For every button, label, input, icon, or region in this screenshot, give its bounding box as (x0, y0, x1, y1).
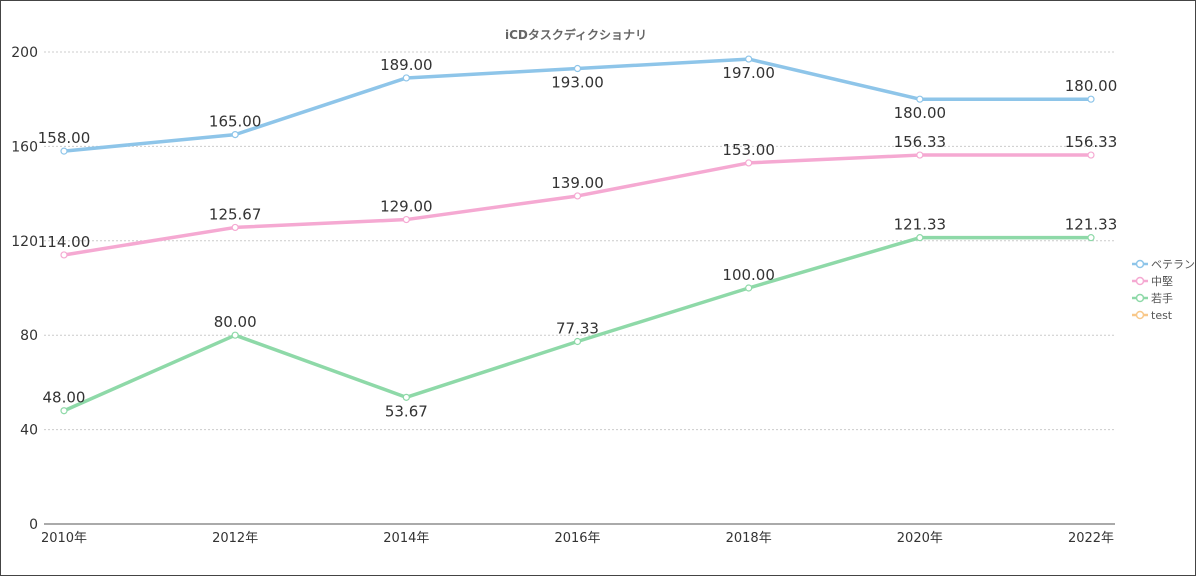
data-label: 197.00 (722, 64, 775, 82)
data-point[interactable] (916, 95, 924, 103)
data-label: 158.00 (38, 129, 91, 147)
data-point[interactable] (60, 147, 68, 155)
data-point[interactable] (402, 215, 410, 224)
data-point[interactable] (402, 393, 410, 401)
data-point[interactable] (231, 131, 239, 139)
y-tick-label: 40 (20, 423, 38, 439)
data-point[interactable] (1087, 95, 1095, 103)
legend-item[interactable]: 若手 (1132, 291, 1173, 305)
data-point[interactable] (60, 251, 68, 259)
data-label: 129.00 (380, 198, 433, 216)
data-label: 156.33 (894, 133, 947, 151)
data-point[interactable] (1087, 151, 1095, 159)
data-label: 53.67 (385, 402, 428, 420)
y-tick-label: 200 (11, 45, 38, 61)
legend-marker (1135, 259, 1145, 269)
data-label: 165.00 (209, 113, 262, 131)
data-point[interactable] (916, 151, 924, 159)
x-tick-label: 2022年 (1068, 531, 1114, 546)
y-tick-label: 160 (11, 139, 38, 155)
data-label: 77.33 (556, 320, 599, 338)
chart-title: iCDタスクディクショナリ (505, 27, 647, 42)
data-label: 48.00 (43, 389, 86, 407)
data-label: 189.00 (380, 56, 433, 74)
x-tick-label: 2016年 (554, 531, 600, 546)
y-tick-label: 0 (29, 517, 38, 533)
data-point[interactable] (402, 74, 410, 82)
x-tick-label: 2012年 (212, 531, 258, 546)
grid-lines (44, 51, 1115, 431)
data-label: 80.00 (214, 313, 257, 331)
series-group (60, 55, 1095, 415)
legend-item[interactable]: 中堅 (1132, 275, 1173, 288)
data-label: 121.33 (1065, 216, 1118, 234)
data-label: 193.00 (551, 74, 604, 92)
data-point[interactable] (573, 337, 582, 346)
legend-label: test (1151, 309, 1173, 322)
data-point[interactable] (60, 407, 68, 415)
y-axis: 0 40 80 120 160 200 (11, 45, 1115, 533)
data-label: 153.00 (722, 141, 775, 159)
legend-marker (1135, 276, 1145, 286)
data-point[interactable] (1087, 234, 1095, 242)
x-tick-label: 2020年 (897, 531, 943, 546)
data-point[interactable] (573, 64, 582, 73)
data-point[interactable] (745, 159, 753, 167)
data-labels: 158.00 165.00 189.00 193.00 197.00 180.00 180.… (38, 56, 1118, 420)
data-point[interactable] (231, 223, 239, 232)
data-point[interactable] (231, 331, 239, 339)
y-tick-label: 120 (11, 234, 38, 250)
y-tick-label: 80 (20, 328, 38, 344)
legend-label: ベテラン (1151, 258, 1195, 271)
x-axis: 2010年 2012年 2014年 2016年 2018年 2020年 2022年 (41, 531, 1114, 546)
data-label: 180.00 (894, 104, 947, 122)
data-label: 125.67 (209, 205, 262, 223)
legend-label: 中堅 (1151, 275, 1173, 288)
legend-marker (1135, 293, 1145, 303)
x-tick-label: 2010年 (41, 531, 87, 546)
data-label: 156.33 (1065, 133, 1118, 151)
x-tick-label: 2014年 (383, 531, 429, 546)
data-label: 180.00 (1065, 77, 1118, 95)
legend-marker (1135, 310, 1145, 320)
data-point[interactable] (745, 284, 753, 292)
data-label: 121.33 (894, 216, 947, 234)
legend-label: 若手 (1151, 291, 1173, 305)
legend-item[interactable]: ベテラン (1132, 258, 1195, 271)
data-point[interactable] (745, 55, 753, 63)
data-point[interactable] (916, 234, 924, 242)
x-tick-label: 2018年 (726, 531, 772, 546)
legend-item[interactable]: test (1132, 309, 1173, 322)
data-point[interactable] (573, 192, 582, 200)
data-label: 100.00 (722, 266, 775, 284)
data-label: 139.00 (551, 174, 604, 192)
data-label: 114.00 (38, 233, 91, 251)
